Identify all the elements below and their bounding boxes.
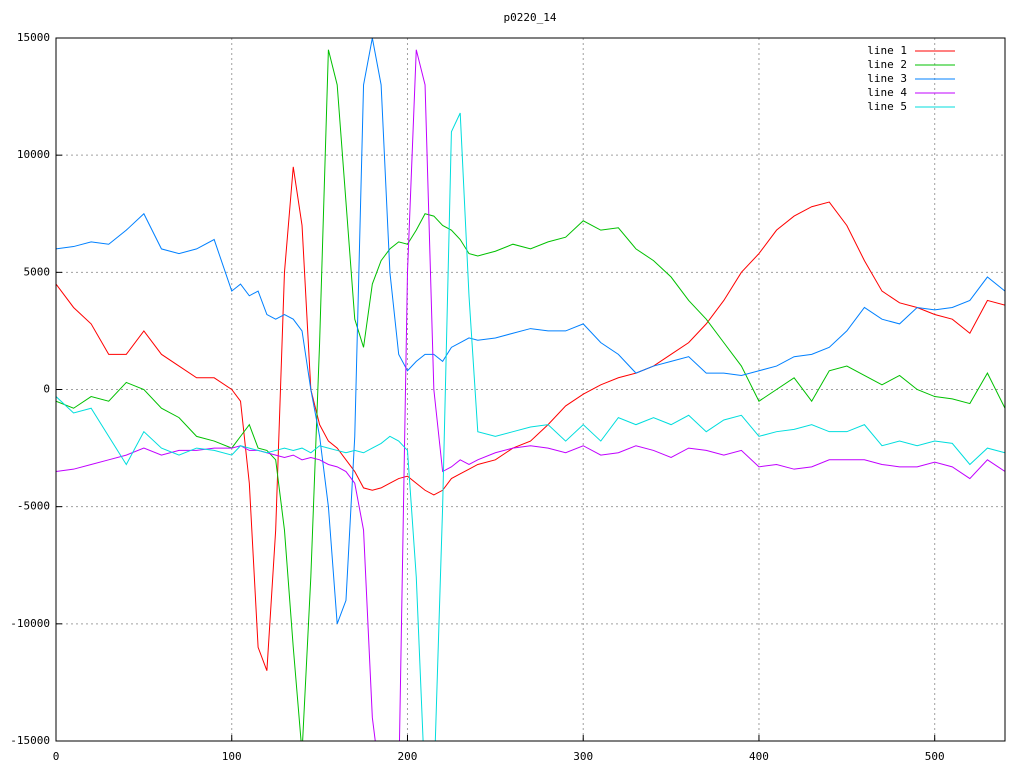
chart-title: p0220_14 — [504, 11, 557, 24]
y-tick-label: 10000 — [17, 148, 50, 161]
x-tick-label: 500 — [925, 750, 945, 763]
data-line — [56, 166, 1005, 671]
legend-label: line 1 — [867, 44, 907, 57]
data-line — [56, 38, 1005, 625]
data-line — [56, 49, 1005, 741]
legend-label: line 4 — [867, 86, 907, 99]
y-tick-label: -10000 — [10, 617, 50, 630]
plot-frame — [55, 37, 1006, 742]
y-tick-label: -15000 — [10, 734, 50, 747]
x-tick-label: 0 — [53, 750, 60, 763]
y-tick-label: 15000 — [17, 31, 50, 44]
y-tick-label: 5000 — [24, 265, 51, 278]
legend-label: line 3 — [867, 72, 907, 85]
y-tick-label: -5000 — [17, 500, 50, 513]
y-tick-label: 0 — [43, 383, 50, 396]
plot-area — [56, 38, 1005, 741]
x-tick-label: 100 — [222, 750, 242, 763]
grid — [55, 37, 1005, 742]
legend-label: line 5 — [867, 100, 907, 113]
data-line — [56, 112, 1005, 741]
data-line — [56, 49, 1005, 741]
x-tick-label: 400 — [749, 750, 769, 763]
x-tick-label: 200 — [398, 750, 418, 763]
legend-label: line 2 — [867, 58, 907, 71]
x-tick-label: 300 — [573, 750, 593, 763]
